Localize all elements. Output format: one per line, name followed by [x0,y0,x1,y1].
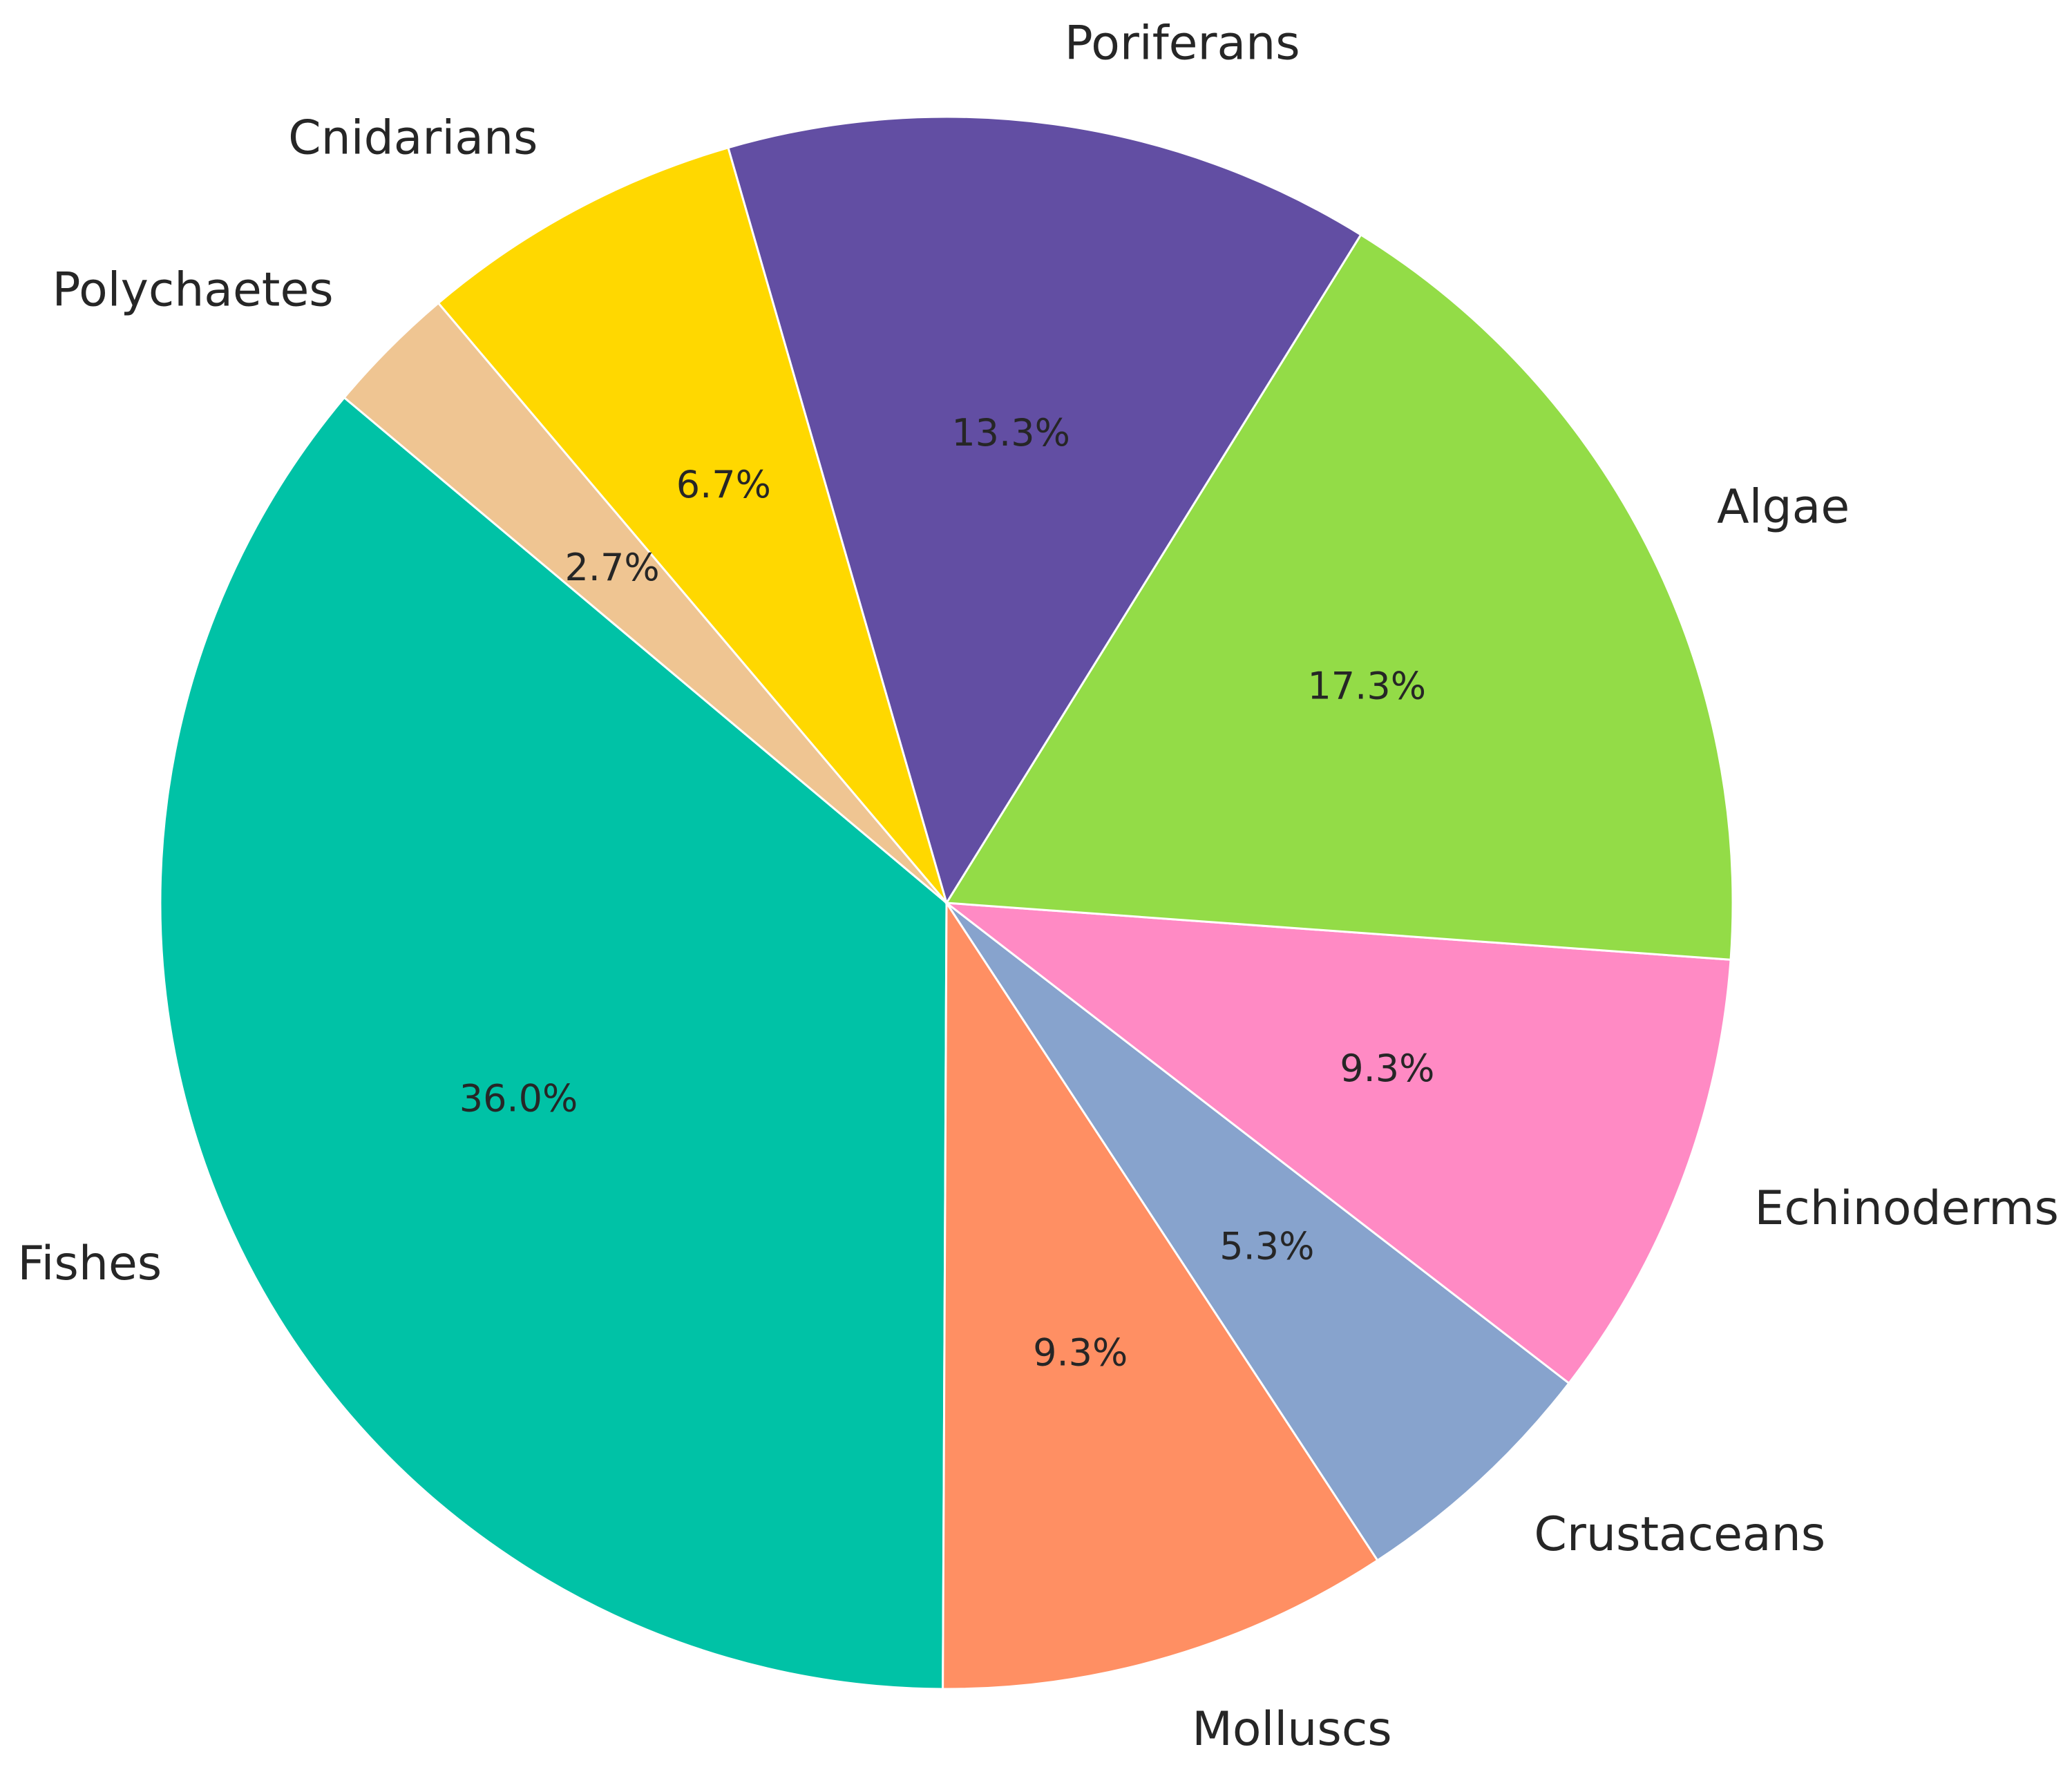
slice-percent: 6.7% [676,463,771,506]
pie-slice [942,899,1379,1690]
pie-slice [727,115,1362,906]
slice-percent: 2.7% [564,546,659,589]
slice-label: Echinoderms [1754,1181,2058,1236]
slice-label: Polychaetes [53,263,334,317]
slice-label: Poriferans [1065,16,1300,70]
slice-percent: 13.3% [951,411,1070,455]
slice-label: Fishes [17,1237,162,1291]
pie-slice [943,902,1732,1385]
pie-slice [944,233,1734,961]
pie-slice [945,902,1571,1562]
slice-percent: 36.0% [459,1077,578,1120]
slice-label: Crustaceans [1534,1507,1825,1562]
slice-label: Algae [1717,480,1850,535]
slice-percent: 9.3% [1033,1330,1128,1374]
slice-label: Cnidarians [288,111,538,165]
pie-slice [437,146,948,904]
pie-slice [159,396,948,1690]
pie-slice [343,301,948,904]
slice-label: Molluscs [1192,1702,1391,1757]
slice-percent: 5.3% [1219,1225,1314,1268]
slice-percent: 17.3% [1307,664,1426,707]
slice-percent: 9.3% [1340,1047,1434,1090]
